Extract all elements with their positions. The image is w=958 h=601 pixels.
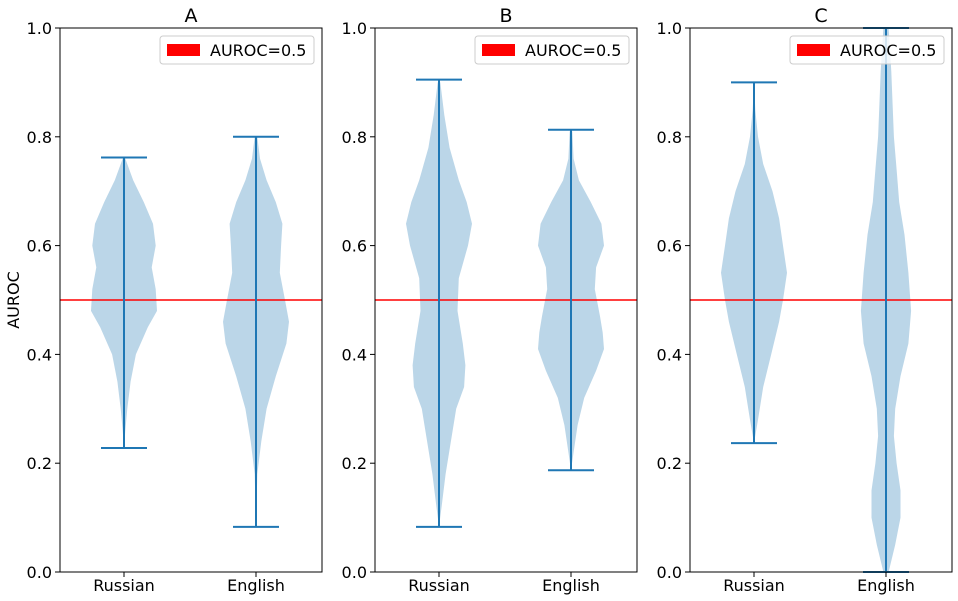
x-tick-label: Russian (93, 576, 155, 595)
y-tick-label: 0.4 (27, 345, 52, 364)
panel-b: 0.0 0.2 0.4 0.6 0.8 1.0 Russian English B AUROC=0… (342, 5, 638, 595)
legend-label: AUROC=0.5 (525, 41, 621, 60)
y-tick-label: 0.8 (657, 128, 682, 147)
y-tick-label: 0.4 (657, 345, 682, 364)
y-tick-label: 0.0 (342, 563, 367, 582)
legend-label: AUROC=0.5 (840, 41, 936, 60)
axes-frame (374, 27, 638, 573)
y-tick-label: 0.6 (342, 237, 367, 256)
y-tick-label: 0.8 (342, 128, 367, 147)
panel-title: B (499, 5, 512, 27)
y-tick-label: 0.6 (27, 237, 52, 256)
y-tick-label: 1.0 (657, 19, 682, 38)
y-tick-label: 1.0 (27, 19, 52, 38)
y-tick-label: 0.2 (27, 454, 52, 473)
legend-box (159, 35, 315, 65)
x-tick-label: English (227, 576, 285, 595)
axes-frame (59, 27, 323, 573)
legend: AUROC=0.5 (159, 35, 315, 65)
x-tick-label: English (857, 576, 915, 595)
legend-swatch (482, 44, 515, 56)
y-tick-label: 0.0 (27, 563, 52, 582)
axes-frame (689, 27, 953, 573)
legend-box (789, 35, 945, 65)
y-tick-label: 0.4 (342, 345, 367, 364)
panel-a: 0.0 0.2 0.4 0.6 0.8 1.0 Russian English A AUROC AU… (4, 5, 323, 595)
y-tick-label: 1.0 (342, 19, 367, 38)
y-axis-label: AUROC (4, 271, 23, 329)
panel-c: 0.0 0.2 0.4 0.6 0.8 1.0 Russian English C AUROC=0… (657, 5, 953, 595)
x-tick-label: English (542, 576, 600, 595)
x-tick-label: Russian (723, 576, 785, 595)
y-tick-label: 0.6 (657, 237, 682, 256)
x-tick-label: Russian (408, 576, 470, 595)
y-tick-label: 0.0 (657, 563, 682, 582)
y-tick-label: 0.2 (657, 454, 682, 473)
legend-swatch (167, 44, 200, 56)
legend: AUROC=0.5 (474, 35, 630, 65)
legend-swatch (797, 44, 830, 56)
panel-title: C (814, 5, 827, 27)
panel-title: A (185, 5, 198, 27)
legend: AUROC=0.5 (789, 35, 945, 65)
legend-label: AUROC=0.5 (210, 41, 306, 60)
legend-box (474, 35, 630, 65)
y-tick-label: 0.2 (342, 454, 367, 473)
y-tick-label: 0.8 (27, 128, 52, 147)
